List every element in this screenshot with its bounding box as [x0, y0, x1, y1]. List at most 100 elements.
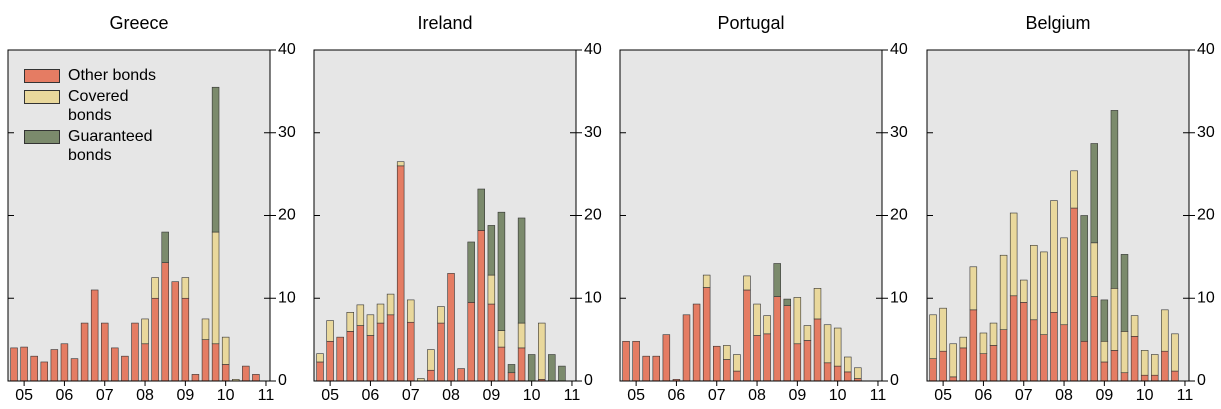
bar-segment — [1040, 334, 1048, 382]
bar-segment — [632, 340, 640, 382]
x-tick-label: 07 — [96, 387, 114, 404]
bar-segment — [221, 364, 230, 382]
plot-border — [7, 49, 271, 382]
bar-segment — [844, 371, 852, 382]
bar-segment — [171, 281, 180, 382]
bar-segment — [1090, 143, 1099, 244]
x-tick-label: 05 — [15, 387, 33, 404]
x-tick-label: 09 — [1095, 387, 1113, 404]
bar-segment — [823, 324, 832, 364]
bar-segment — [763, 333, 771, 382]
legend-swatch — [24, 130, 60, 144]
x-tick-label: 05 — [321, 387, 339, 404]
y-tick-label: 10 — [890, 289, 908, 306]
x-tick-label: 09 — [176, 387, 194, 404]
bar-segment — [1110, 350, 1119, 382]
bar-segment — [753, 303, 761, 336]
bar-segment — [20, 346, 28, 382]
bar-segment — [1130, 336, 1139, 382]
bar-segment — [682, 314, 691, 382]
bar-segment — [141, 343, 149, 382]
y-tick-label: 0 — [1197, 372, 1206, 389]
bar-segment — [939, 307, 947, 352]
plot-border — [926, 49, 1190, 382]
y-tick-label: 0 — [890, 372, 899, 389]
bar-segment — [1080, 215, 1088, 342]
bar-segment — [1020, 302, 1028, 382]
bar-segment — [1100, 361, 1109, 382]
bar-segment — [803, 325, 812, 341]
bar-segment — [366, 314, 375, 336]
bar-segment — [813, 318, 822, 382]
bar-segment — [467, 241, 475, 303]
y-tick-label: 30 — [1197, 124, 1215, 141]
bar-segment — [10, 347, 18, 382]
bar-segment — [999, 329, 1008, 382]
x-tick-label: 10 — [523, 387, 541, 404]
bar-segment — [386, 293, 395, 316]
y-tick-label: 40 — [278, 41, 296, 58]
bar-segment — [1100, 299, 1109, 342]
bar-segment — [50, 349, 59, 382]
plot-area — [8, 50, 270, 381]
x-tick-label: 06 — [975, 387, 993, 404]
y-tick-label: 20 — [890, 207, 908, 224]
bar-segment — [517, 322, 526, 349]
bar-segment — [242, 365, 250, 382]
bar-segment — [40, 361, 49, 382]
bar-segment — [1110, 110, 1119, 289]
legend-swatch — [24, 69, 60, 83]
bar-segment — [316, 361, 324, 382]
bar-segment — [376, 322, 385, 382]
bar-segment — [427, 349, 435, 371]
bar-segment — [979, 332, 988, 354]
x-tick-label: 08 — [136, 387, 154, 404]
bar-segment — [60, 343, 69, 382]
bar-segment — [437, 306, 445, 324]
y-tick-label: 40 — [584, 41, 602, 58]
bar-segment — [1171, 333, 1179, 372]
bar-segment — [803, 340, 812, 382]
bar-segment — [713, 345, 721, 382]
bar-segment — [733, 370, 741, 382]
bar-segment — [316, 353, 324, 363]
bar-segment — [507, 364, 516, 374]
bar-segment — [211, 343, 220, 382]
bar-segment — [959, 347, 968, 382]
x-tick-label: 06 — [56, 387, 74, 404]
y-tick-label: 40 — [890, 41, 908, 58]
legend-label: Covered bonds — [68, 88, 129, 124]
bar-segment — [211, 86, 220, 233]
panel-title: Belgium — [1025, 13, 1090, 33]
legend: Other bonds Covered bonds Guaranteed bonds — [24, 66, 174, 167]
x-tick-label: 07 — [708, 387, 726, 404]
bar-segment — [1151, 374, 1159, 382]
bar-segment — [467, 302, 475, 382]
bar-segment — [326, 340, 334, 382]
bar-segment — [1090, 242, 1099, 297]
bar-segment — [548, 354, 556, 382]
bar-segment — [702, 274, 711, 288]
y-tick-label: 10 — [278, 289, 296, 306]
bar-segment — [396, 161, 405, 167]
bar-segment — [396, 165, 405, 382]
legend-item: Other bonds — [24, 66, 174, 85]
bar-segment — [221, 336, 230, 365]
bar-segment — [949, 343, 957, 378]
bar-segment — [356, 304, 365, 326]
y-tick-label: 20 — [584, 207, 602, 224]
bar-segment — [929, 314, 937, 359]
bar-segment — [407, 321, 415, 382]
bar-segment — [1050, 312, 1058, 382]
x-tick-label: 09 — [788, 387, 806, 404]
bar-segment — [773, 263, 781, 297]
legend-item: Covered bonds — [24, 87, 174, 125]
bar-segment — [1009, 212, 1018, 297]
x-tick-label: 09 — [482, 387, 500, 404]
x-tick-label: 08 — [442, 387, 460, 404]
x-tick-label: 10 — [829, 387, 847, 404]
bar-segment — [161, 262, 169, 382]
bar-segment — [1161, 350, 1169, 382]
bar-segment — [30, 355, 38, 382]
bar-segment — [989, 322, 998, 346]
